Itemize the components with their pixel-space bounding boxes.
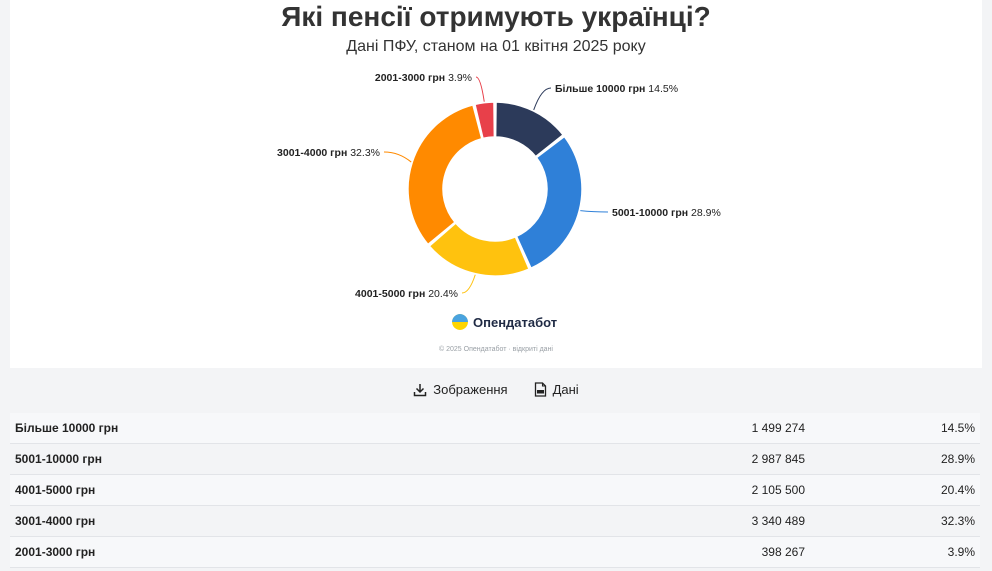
- table-cell-category: 3001-4000 грн: [10, 505, 620, 537]
- table-row: 2001-3000 грн 398 267 3.9%: [10, 536, 980, 568]
- table-cell-count: 398 267: [620, 536, 810, 568]
- download-icon: [414, 383, 427, 396]
- toolbar: Зображення Дані: [0, 382, 992, 397]
- slice-label: 5001-10000 грн 28.9%: [612, 207, 721, 219]
- donut-chart: Більше 10000 грн 14.5% 5001-10000 грн 28.…: [277, 72, 721, 300]
- slice-label: 2001-3000 грн 3.9%: [375, 72, 472, 84]
- pie-slice[interactable]: [474, 101, 496, 140]
- download-data-label: Дані: [552, 382, 579, 397]
- download-image-button[interactable]: Зображення: [413, 382, 508, 397]
- pie-slice[interactable]: [515, 135, 583, 269]
- table-cell-category: 2001-3000 грн: [10, 536, 620, 568]
- slice-connector: [580, 210, 609, 213]
- table-row: 3001-4000 грн 3 340 489 32.3%: [10, 505, 980, 537]
- slice-connector: [475, 76, 485, 102]
- table-row: 4001-5000 грн 2 105 500 20.4%: [10, 474, 980, 506]
- table-cell-percent: 28.9%: [810, 443, 980, 475]
- table-cell-percent: 20.4%: [810, 474, 980, 506]
- table-cell-percent: 32.3%: [810, 505, 980, 537]
- logo-icon: [452, 314, 468, 330]
- data-table: Більше 10000 грн 1 499 274 14.5% 5001-10…: [10, 413, 980, 568]
- slice-connector: [461, 274, 476, 294]
- opendatabot-logo[interactable]: Опендатабот: [452, 314, 557, 330]
- table-cell-category: Більше 10000 грн: [10, 413, 620, 444]
- pie-slice[interactable]: [428, 222, 530, 277]
- chart-card: [10, 0, 982, 368]
- slice-connector: [383, 151, 412, 163]
- table-row: 5001-10000 грн 2 987 845 28.9%: [10, 443, 980, 475]
- chart-title: Які пенсії отримують українці?: [281, 1, 711, 32]
- slice-label: Більше 10000 грн 14.5%: [555, 83, 678, 95]
- slice-label: 4001-5000 грн 20.4%: [355, 288, 458, 300]
- csv-file-icon: [534, 382, 546, 397]
- slice-connector: [533, 87, 552, 111]
- table-row: Більше 10000 грн 1 499 274 14.5%: [10, 413, 980, 444]
- table-cell-count: 2 987 845: [620, 443, 810, 475]
- table-cell-percent: 14.5%: [810, 413, 980, 444]
- chart-subtitle: Дані ПФУ, станом на 01 квітня 2025 року: [346, 38, 646, 55]
- table-cell-category: 4001-5000 грн: [10, 474, 620, 506]
- download-data-button[interactable]: Дані: [534, 382, 579, 397]
- credits-text[interactable]: © 2025 Опендатабот · відкриті дані: [439, 346, 553, 353]
- logo-text: Опендатабот: [473, 314, 558, 330]
- pie-slice[interactable]: [407, 104, 483, 246]
- slice-label: 3001-4000 грн 32.3%: [277, 147, 380, 159]
- table-cell-category: 5001-10000 грн: [10, 443, 620, 475]
- table-cell-count: 1 499 274: [620, 413, 810, 444]
- table-cell-count: 2 105 500: [620, 474, 810, 506]
- pie-slice[interactable]: [494, 101, 564, 158]
- download-image-label: Зображення: [433, 382, 508, 397]
- table-cell-count: 3 340 489: [620, 505, 810, 537]
- table-cell-percent: 3.9%: [810, 536, 980, 568]
